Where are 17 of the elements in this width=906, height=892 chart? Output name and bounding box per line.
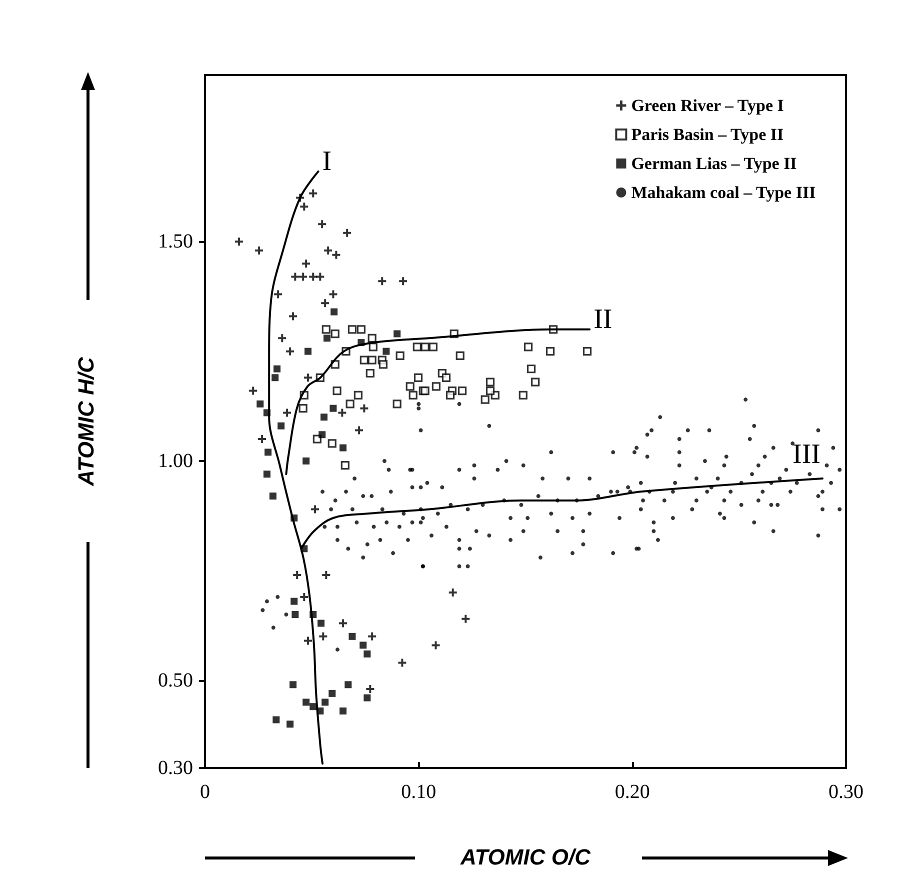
- y-tick-label: 1.00: [158, 450, 193, 472]
- series-label: I: [322, 146, 332, 177]
- x-tick-label: 0.20: [614, 781, 650, 803]
- series-label: II: [594, 304, 612, 335]
- y-tick-label: 1.50: [158, 230, 193, 253]
- legend-label: Paris Basin – Type II: [631, 125, 784, 144]
- x-tick-label: 0: [200, 781, 210, 803]
- y-axis-title: ATOMIC H/C: [74, 356, 98, 487]
- legend-label: German Lias – Type II: [631, 154, 798, 173]
- legend-label: Green River – Type I: [631, 96, 784, 115]
- series-label: III: [792, 439, 820, 470]
- y-tick-label: 0.30: [158, 757, 193, 779]
- x-tick-label: 0.30: [828, 781, 864, 803]
- x-axis-title: ATOMIC O/C: [460, 844, 592, 870]
- x-tick-label: 0.10: [401, 781, 436, 803]
- y-tick-label: 0.50: [158, 669, 193, 692]
- legend-label: Mahakam coal – Type III: [631, 183, 816, 202]
